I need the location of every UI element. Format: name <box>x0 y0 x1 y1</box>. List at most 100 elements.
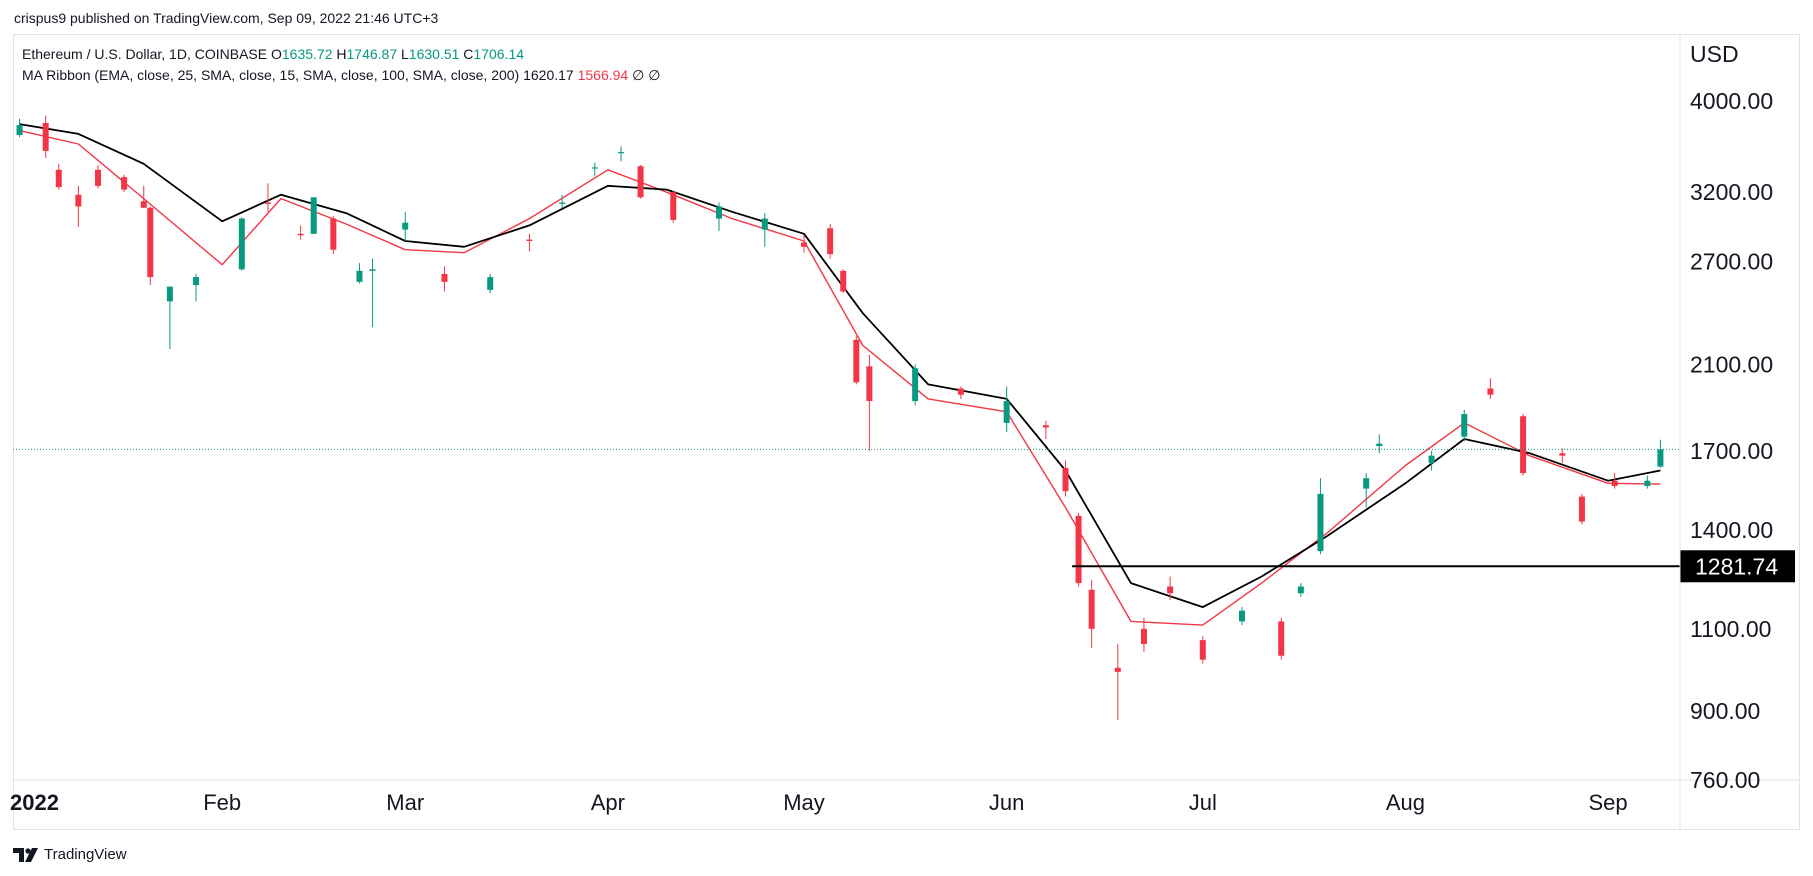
candle-body <box>591 167 598 169</box>
price-axis-unit: USD <box>1690 41 1739 67</box>
price-tick-label: 2700.00 <box>1690 249 1773 275</box>
candle-body <box>42 122 49 151</box>
axes: USD 4000.00 3200.00 2700.00 2100.00 1700.00 14… <box>10 35 1800 830</box>
time-tick-label: Sep <box>1589 790 1628 815</box>
candle-body <box>801 242 808 247</box>
candle-body <box>121 177 128 190</box>
price-tick-label: 900.00 <box>1690 698 1760 724</box>
candle-body <box>1075 515 1082 584</box>
candle-body <box>147 207 154 278</box>
candle-body <box>716 206 723 219</box>
candle-body <box>637 166 644 198</box>
ema-25-line <box>19 123 1661 608</box>
candle-body <box>1520 416 1527 474</box>
candle-body <box>1644 480 1651 486</box>
publisher-credit: crispus9 published on TradingView.com, S… <box>14 10 439 26</box>
time-tick-label: Jul <box>1189 790 1217 815</box>
tradingview-footer[interactable]: TradingView <box>13 846 127 863</box>
candle-body <box>487 277 494 290</box>
candle-body <box>957 388 964 395</box>
candle-body <box>840 270 847 292</box>
candle-body <box>559 202 566 204</box>
time-tick-label: Feb <box>203 790 241 815</box>
candle-body <box>1140 628 1147 644</box>
candle-body <box>1559 453 1566 456</box>
moving-averages <box>19 123 1661 626</box>
candle-body <box>441 273 448 282</box>
candle-body <box>617 152 624 154</box>
open-label: O <box>270 46 282 62</box>
price-tick-label: 3200.00 <box>1690 179 1773 205</box>
price-tick-label: 2100.00 <box>1690 351 1773 377</box>
candle-body <box>1487 388 1494 395</box>
price-tick-label: 760.00 <box>1690 767 1760 793</box>
candle-body <box>827 228 834 255</box>
chart-frame[interactable] <box>13 34 1800 830</box>
candle-body <box>75 194 82 207</box>
candle-body <box>1428 455 1435 464</box>
candle-body <box>140 201 147 208</box>
candle-body <box>264 202 271 204</box>
low-label: L <box>401 46 409 62</box>
candle-body <box>297 233 304 236</box>
time-tick-label: Apr <box>591 790 625 815</box>
candle-body <box>1088 589 1095 629</box>
candle-body <box>1657 449 1664 467</box>
candle-body <box>866 366 873 402</box>
candle-body <box>166 286 173 302</box>
candle-body <box>1062 468 1069 492</box>
tradingview-logo-icon <box>13 847 38 862</box>
candle-body <box>356 270 363 282</box>
candle-body <box>369 269 376 271</box>
time-tick-label: Aug <box>1386 790 1425 815</box>
candle-body <box>1199 640 1206 660</box>
candle-body <box>1578 496 1585 522</box>
candle-body <box>1003 401 1010 423</box>
ma2-value: 1566.94 <box>577 67 629 83</box>
candle-body <box>330 218 337 250</box>
price-tick-label: 1700.00 <box>1690 438 1773 464</box>
candle-body <box>1317 493 1324 552</box>
high-label: H <box>336 46 347 62</box>
high-value: 1746.87 <box>346 46 398 62</box>
candle-body <box>1461 414 1468 437</box>
candle-body <box>670 192 677 220</box>
candle-body <box>1297 586 1304 594</box>
ma3-value: ∅ <box>632 67 645 83</box>
candle-body <box>1611 480 1618 486</box>
candle-body <box>55 169 62 188</box>
price-tick-label: 1100.00 <box>1690 616 1771 642</box>
candle-body <box>1114 667 1121 672</box>
support-level-label: 1281.74 <box>1695 553 1778 579</box>
candle-body <box>16 125 23 136</box>
close-label: C <box>463 46 474 62</box>
low-value: 1630.51 <box>408 46 460 62</box>
tradingview-brand: TradingView <box>44 846 127 863</box>
candles <box>16 115 1664 721</box>
time-tick-label: May <box>783 790 825 815</box>
candle-body <box>1363 478 1370 489</box>
candle-body <box>853 339 860 383</box>
ma1-value: 1620.17 <box>523 67 574 83</box>
candle-body <box>1376 443 1383 447</box>
legend-ma-row: MA Ribbon (EMA, close, 25, SMA, close, 1… <box>22 65 660 86</box>
price-tick-label: 1400.00 <box>1690 517 1773 543</box>
candle-body <box>1042 425 1049 428</box>
time-tick-label: Jun <box>989 790 1024 815</box>
candle-body <box>402 222 409 230</box>
legend-symbol-row: Ethereum / U.S. Dollar, 1D, COINBASE O 16… <box>22 44 660 65</box>
candle-body <box>193 277 200 286</box>
candle-body <box>761 218 768 230</box>
candle-body <box>912 368 919 402</box>
ma4-value: ∅ <box>648 67 661 83</box>
sma-15-line <box>19 129 1661 626</box>
candle-body <box>238 218 245 270</box>
time-tick-label: Mar <box>386 790 424 815</box>
support-level-tag <box>1680 550 1795 583</box>
chart-legend: Ethereum / U.S. Dollar, 1D, COINBASE O 16… <box>22 44 660 86</box>
time-tick-label: 2022 <box>10 790 59 815</box>
symbol-name: Ethereum / U.S. Dollar, 1D, COINBASE <box>22 46 268 62</box>
candle-body <box>94 169 101 186</box>
candle-body <box>1239 610 1246 622</box>
